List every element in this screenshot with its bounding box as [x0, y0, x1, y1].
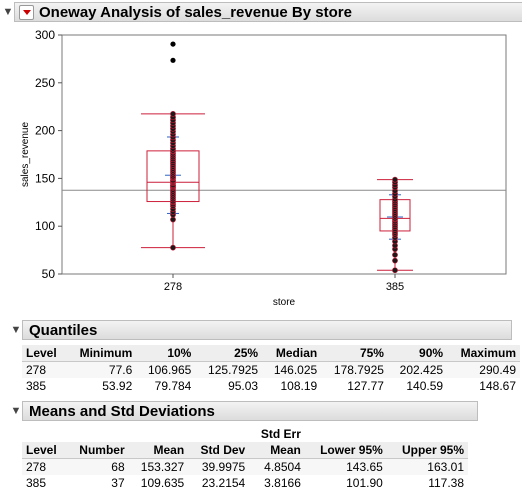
table-cell: 117.38	[386, 475, 468, 491]
table-header-row: Level Minimum 10% 25% Median 75% 90% Maximum	[22, 345, 520, 362]
x-tick-label: 385	[386, 281, 404, 293]
table-cell: 127.77	[321, 378, 388, 394]
column-header[interactable]: Std Dev	[188, 442, 250, 459]
column-header[interactable]: Minimum	[66, 345, 137, 362]
plot-frame	[61, 34, 507, 275]
quantiles-disclosure-icon[interactable]: ▼	[10, 324, 22, 336]
table-cell: 108.19	[262, 378, 322, 394]
quantiles-title: Quantiles	[29, 321, 98, 339]
table-cell: 148.67	[447, 378, 520, 394]
table-cell: 101.90	[304, 475, 387, 491]
table-row[interactable]: 385 37 109.635 23.2154 3.8166 101.90 117.38	[22, 475, 468, 491]
column-header[interactable]: Maximum	[447, 345, 520, 362]
x-axis-label: store	[273, 297, 296, 308]
oneway-header: ▼ Oneway Analysis of sales_revenue By st…	[2, 2, 522, 22]
column-header[interactable]: 10%	[136, 345, 196, 362]
column-header[interactable]: 90%	[387, 345, 448, 362]
column-header[interactable]: Number	[66, 442, 129, 459]
table-header-row: Level Number Mean Std Dev Mean Lower 95% Upper…	[22, 442, 468, 459]
column-header[interactable]: 75%	[321, 345, 388, 362]
outlier-point-278	[170, 41, 176, 47]
means-title-bar: Means and Std Deviations	[22, 401, 478, 421]
oneway-plot: 50 100 150 200 250 300 sales_revenue 278 385 stor…	[20, 28, 507, 308]
table-cell: 77.6	[66, 361, 137, 378]
means-table: Std Err Level Number Mean Std Dev Mean Lower 9…	[22, 426, 468, 491]
means-title: Means and Std Deviations	[29, 402, 215, 420]
disclosure-triangle-icon[interactable]: ▼	[2, 6, 14, 18]
data-point-385	[392, 251, 398, 258]
table-row[interactable]: 278 77.6 106.965 125.7925 146.025 178.7925 202…	[22, 361, 520, 378]
y-tick-label: 300	[35, 28, 55, 42]
column-header[interactable]: Level	[22, 345, 67, 362]
table-cell: 53.92	[66, 378, 137, 394]
table-cell: 163.01	[386, 458, 468, 475]
column-header[interactable]: Level	[22, 442, 67, 459]
y-tick-label: 250	[35, 76, 55, 90]
data-point-278	[170, 216, 176, 223]
quantiles-table: Level Minimum 10% 25% Median 75% 90% Maximum 278…	[22, 345, 520, 394]
data-point-385	[392, 257, 398, 264]
table-cell: 95.03	[195, 378, 263, 394]
means-header: ▼ Means and Std Deviations	[10, 401, 478, 421]
column-header[interactable]: Upper 95%	[386, 442, 468, 459]
table-cell: 23.2154	[188, 475, 250, 491]
table-cell: 290.49	[447, 361, 520, 378]
table-row[interactable]: 278 68 153.327 39.9975 4.8504 143.65 163.01	[22, 458, 468, 475]
data-point-385	[392, 267, 398, 274]
table-cell: 4.8504	[249, 458, 305, 475]
table-cell: 39.9975	[188, 458, 250, 475]
table-cell: 37	[66, 475, 129, 491]
column-header[interactable]: Mean	[249, 442, 305, 459]
table-cell: 153.327	[128, 458, 189, 475]
column-header[interactable]	[305, 426, 387, 442]
table-cell: 278	[22, 458, 67, 475]
oneway-title: Oneway Analysis of sales_revenue By stor…	[39, 3, 352, 21]
table-cell: 202.425	[387, 361, 448, 378]
oneway-title-bar: Oneway Analysis of sales_revenue By stor…	[14, 2, 522, 22]
y-tick-label: 200	[35, 124, 55, 138]
column-header[interactable]: Lower 95%	[304, 442, 387, 459]
red-triangle-menu-icon[interactable]	[19, 4, 34, 20]
column-header[interactable]	[67, 426, 129, 442]
table-cell: 125.7925	[195, 361, 263, 378]
quantiles-header: ▼ Quantiles	[10, 320, 512, 340]
table-cell: 109.635	[128, 475, 189, 491]
outlier-point-278	[170, 57, 176, 63]
column-header[interactable]: Median	[262, 345, 322, 362]
table-cell: 385	[22, 475, 67, 491]
table-cell: 79.784	[136, 378, 196, 394]
x-tick-label: 278	[164, 281, 182, 293]
y-tick-label: 150	[35, 171, 55, 185]
column-header[interactable]	[129, 426, 189, 442]
column-header[interactable]: 25%	[195, 345, 263, 362]
table-cell: 3.8166	[249, 475, 305, 491]
table-cell: 385	[22, 378, 67, 394]
y-axis-label: sales_revenue	[20, 122, 31, 187]
table-row[interactable]: 385 53.92 79.784 95.03 108.19 127.77 140.59 148…	[22, 378, 520, 394]
column-header[interactable]: Std Err	[260, 427, 301, 441]
table-cell: 146.025	[262, 361, 322, 378]
table-cell: 68	[66, 458, 129, 475]
column-header[interactable]	[188, 426, 249, 442]
means-disclosure-icon[interactable]: ▼	[10, 405, 22, 417]
y-tick-label: 100	[35, 219, 55, 233]
table-cell: 140.59	[387, 378, 448, 394]
data-point-278	[170, 110, 176, 117]
data-point-278	[170, 244, 176, 251]
column-header[interactable]: Mean	[128, 442, 189, 459]
data-point-385	[392, 176, 398, 183]
quantiles-title-bar: Quantiles	[22, 320, 512, 340]
table-cell: 278	[22, 361, 67, 378]
column-header[interactable]	[387, 426, 468, 442]
table-header-top-row: Std Err	[22, 426, 468, 442]
y-tick-label: 50	[42, 267, 56, 281]
table-cell: 143.65	[304, 458, 387, 475]
column-header[interactable]	[22, 426, 67, 442]
table-cell: 178.7925	[321, 361, 388, 378]
table-cell: 106.965	[136, 361, 196, 378]
